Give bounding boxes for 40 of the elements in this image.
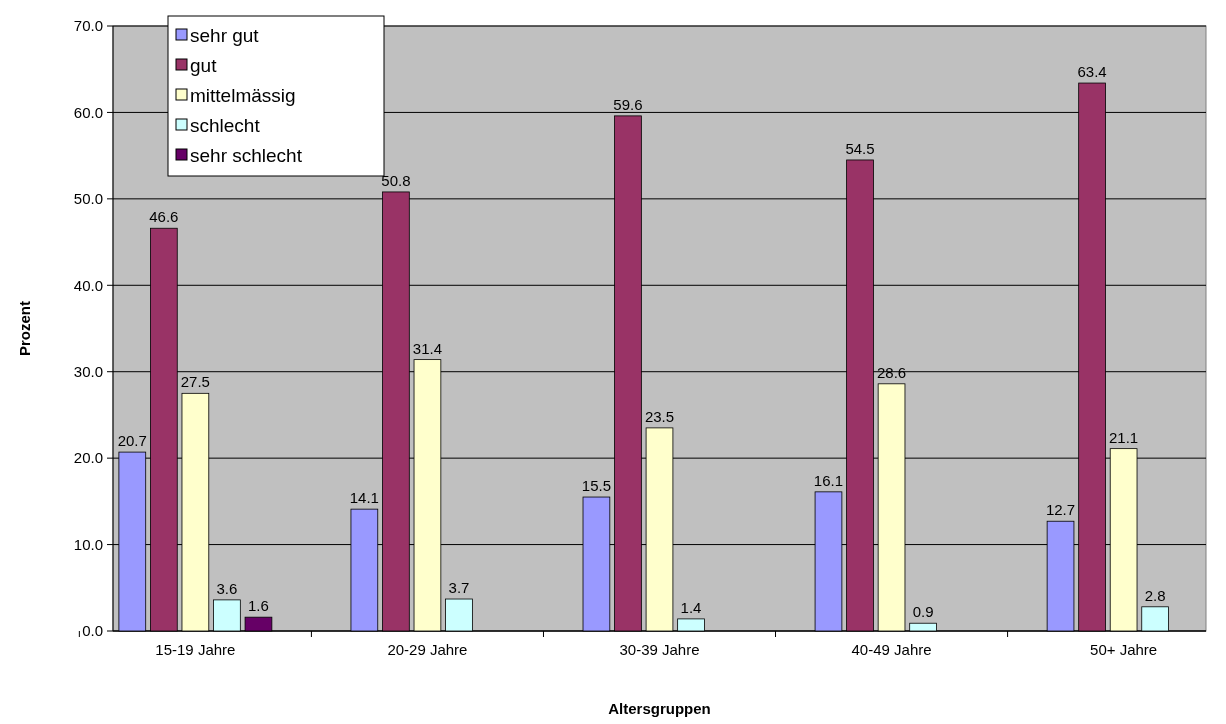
legend-label: sehr gut [190,24,260,46]
data-label: 59.6 [613,95,643,113]
legend-label: mittelmässig [190,84,296,106]
data-label: 3.6 [216,579,238,597]
legend-label: sehr schlecht [190,144,303,166]
data-label: 1.4 [680,598,702,616]
data-label: 12.7 [1045,501,1076,519]
y-tick-label: 10.0 [73,535,103,553]
data-label: 21.1 [1109,428,1139,446]
data-label: 1.6 [248,597,269,615]
data-label: 15.5 [581,477,612,495]
data-label: 14.1 [349,489,379,507]
data-label: 16.1 [813,471,844,489]
data-label: 63.4 [1077,63,1107,81]
data-label: 54.5 [845,139,875,157]
data-label: 50.8 [381,171,411,189]
x-tick-label: 20-29 Jahre [387,641,468,658]
data-label: 2.8 [1144,586,1166,604]
y-tick-label: 20.0 [73,449,103,467]
y-tick-label: 70.0 [73,17,103,35]
legend-label: gut [190,54,218,76]
y-tick-label: 30.0 [73,362,103,380]
data-label: 20.7 [117,432,147,450]
data-label: 0.9 [912,603,934,621]
y-tick-label: 60.0 [73,103,103,121]
data-label: 3.7 [448,579,470,597]
y-axis-title: Prozent [16,300,33,357]
x-tick-label: 15-19 Jahre [155,641,236,658]
legend-label: schlecht [190,114,261,136]
x-tick-label: 30-39 Jahre [619,641,700,658]
y-tick-label: 40.0 [73,276,103,294]
x-axis-title: Altersgruppen [608,700,711,717]
x-tick-label: 40-49 Jahre [851,641,932,658]
y-tick-label: 50.0 [73,190,103,208]
data-label: 23.5 [644,407,675,425]
data-label: 46.6 [149,208,179,226]
data-label: 31.4 [412,339,443,357]
data-label: 27.5 [180,373,210,391]
y-tick-label: 0.0 [82,622,103,640]
x-tick-label: 50+ Jahre [1090,641,1158,658]
